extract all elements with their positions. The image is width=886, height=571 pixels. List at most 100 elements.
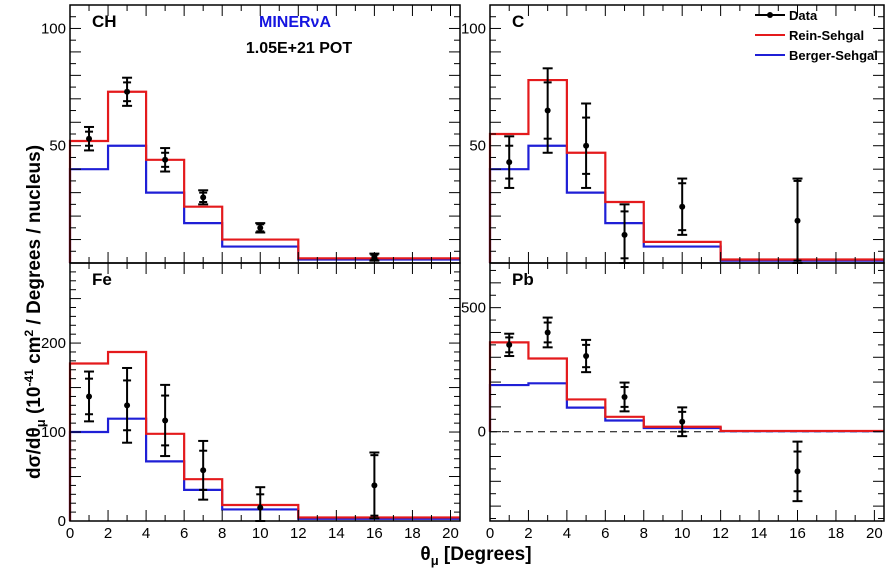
x-tick-label: 0 bbox=[66, 525, 74, 542]
panel-label: C bbox=[512, 12, 524, 31]
legend: Data Rein-Sehgal Berger-Sehgal bbox=[755, 8, 878, 63]
x-tick-label: 6 bbox=[601, 525, 609, 542]
x-tick-label: 2 bbox=[104, 525, 112, 542]
panel-c: 50 100 C bbox=[461, 4, 885, 264]
histogram-rein-sehgal bbox=[68, 350, 460, 521]
y-tick-label: 50 bbox=[49, 138, 66, 155]
panel-label: Pb bbox=[512, 270, 534, 289]
x-axis-title: θμ [Degrees] bbox=[420, 544, 531, 568]
x-tick-label: 18 bbox=[404, 525, 421, 542]
x-axis-title-main: θ bbox=[420, 544, 430, 565]
y-axis-title-mid: (10 bbox=[24, 387, 45, 420]
histogram-rein-sehgal bbox=[488, 78, 884, 263]
data-marker bbox=[257, 224, 264, 231]
x-tick-label: 2 bbox=[524, 525, 532, 542]
histogram-rein-sehgal bbox=[68, 90, 460, 263]
data-marker bbox=[544, 107, 551, 114]
x-tick-label: 16 bbox=[366, 525, 383, 542]
x-tick-label: 14 bbox=[328, 525, 345, 542]
pot-label: 1.05E+21 POT bbox=[246, 40, 353, 57]
data-marker bbox=[506, 341, 513, 348]
data-point bbox=[619, 381, 630, 413]
data-marker bbox=[124, 402, 131, 409]
data-point bbox=[198, 189, 209, 206]
data-point bbox=[122, 76, 133, 107]
data-point bbox=[255, 222, 266, 234]
data-marker bbox=[124, 88, 131, 95]
x-tick-label: 0 bbox=[486, 525, 494, 542]
x-tick-label: 14 bbox=[751, 525, 768, 542]
data-point bbox=[677, 177, 688, 236]
legend-label: Berger-Sehgal bbox=[789, 48, 878, 63]
x-tick-label: 10 bbox=[674, 525, 691, 542]
y-axis-title-rest: / Degrees / nucleus) bbox=[24, 145, 45, 330]
y-tick-label: 0 bbox=[478, 424, 486, 441]
y-tick-label: 0 bbox=[58, 513, 66, 530]
data-marker bbox=[794, 217, 801, 224]
data-marker bbox=[583, 353, 590, 360]
legend-label: Rein-Sehgal bbox=[789, 28, 864, 43]
x-tick-label: 20 bbox=[866, 525, 883, 542]
x-tick-label: 16 bbox=[789, 525, 806, 542]
x-tick-label: 18 bbox=[828, 525, 845, 542]
data-point bbox=[542, 67, 553, 154]
experiment-label: MINERνA bbox=[259, 14, 331, 31]
data-marker bbox=[86, 393, 93, 400]
data-point bbox=[792, 440, 803, 503]
legend-item: Berger-Sehgal bbox=[755, 48, 878, 63]
panel-pb: 0 2 4 6 8 10 12 14 16 18 20 0 500 Pb bbox=[461, 262, 885, 542]
data-marker bbox=[162, 417, 169, 424]
x-axis-title-sub: μ bbox=[431, 553, 439, 568]
data-point bbox=[160, 147, 171, 173]
data-marker bbox=[371, 482, 378, 489]
histogram-rein-sehgal bbox=[488, 341, 884, 433]
data-marker bbox=[679, 203, 686, 210]
legend-item: Data bbox=[755, 8, 818, 23]
x-axis-title-unit: [Degrees] bbox=[439, 544, 532, 565]
data-marker bbox=[679, 418, 686, 425]
data-point bbox=[581, 338, 592, 374]
y-axis-title-exp2: 2 bbox=[22, 329, 36, 336]
x-tick-label: 20 bbox=[442, 525, 459, 542]
data-point bbox=[542, 316, 553, 349]
x-tick-label: 8 bbox=[218, 525, 226, 542]
y-tick-label: 50 bbox=[469, 138, 486, 155]
legend-label: Data bbox=[789, 8, 818, 23]
data-point bbox=[677, 406, 688, 438]
x-tick-label: 4 bbox=[142, 525, 150, 542]
y-tick-label: 100 bbox=[41, 424, 66, 441]
y-axis-title-sub: μ bbox=[33, 419, 48, 427]
plot-frame bbox=[69, 262, 461, 522]
y-axis-title-exp: -41 bbox=[22, 369, 36, 387]
legend-marker bbox=[767, 12, 773, 18]
y-tick-label: 100 bbox=[461, 20, 486, 37]
panel-label: Fe bbox=[92, 270, 112, 289]
data-marker bbox=[583, 142, 590, 149]
plot-frame bbox=[489, 262, 885, 522]
x-tick-label: 6 bbox=[180, 525, 188, 542]
data-marker bbox=[86, 135, 93, 142]
x-tick-label: 12 bbox=[290, 525, 307, 542]
data-marker bbox=[621, 231, 628, 238]
data-marker bbox=[162, 156, 169, 163]
data-marker bbox=[621, 393, 628, 400]
y-tick-label: 500 bbox=[461, 300, 486, 317]
data-point bbox=[581, 102, 592, 189]
y-axis-title-main: dσ/dθ bbox=[24, 427, 45, 479]
data-point bbox=[504, 135, 515, 189]
x-tick-label: 10 bbox=[252, 525, 269, 542]
y-axis-title: dσ/dθμ (10-41 cm2 / Degrees / nucleus) bbox=[22, 145, 48, 479]
data-point bbox=[122, 366, 133, 444]
y-tick-label: 100 bbox=[41, 20, 66, 37]
data-marker bbox=[200, 467, 207, 474]
data-point bbox=[84, 370, 95, 423]
data-marker bbox=[200, 194, 207, 201]
x-tick-label: 4 bbox=[563, 525, 571, 542]
data-point bbox=[198, 439, 209, 501]
data-point bbox=[504, 332, 515, 358]
x-tick-label: 8 bbox=[640, 525, 648, 542]
data-marker bbox=[794, 468, 801, 475]
